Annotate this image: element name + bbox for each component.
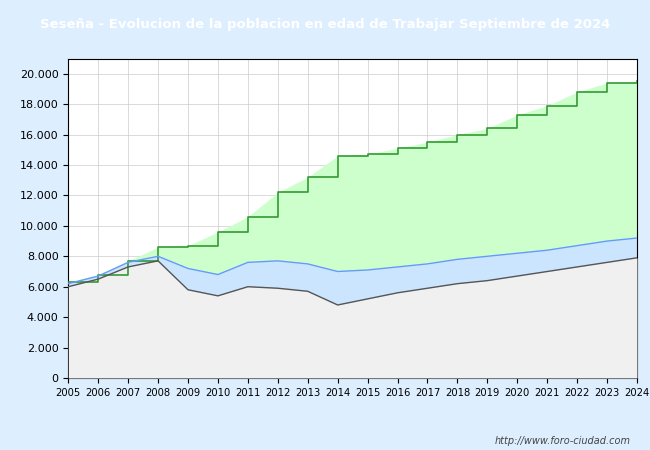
Text: http://www.foro-ciudad.com: http://www.foro-ciudad.com <box>495 436 630 446</box>
Text: Seseña - Evolucion de la poblacion en edad de Trabajar Septiembre de 2024: Seseña - Evolucion de la poblacion en ed… <box>40 18 610 31</box>
